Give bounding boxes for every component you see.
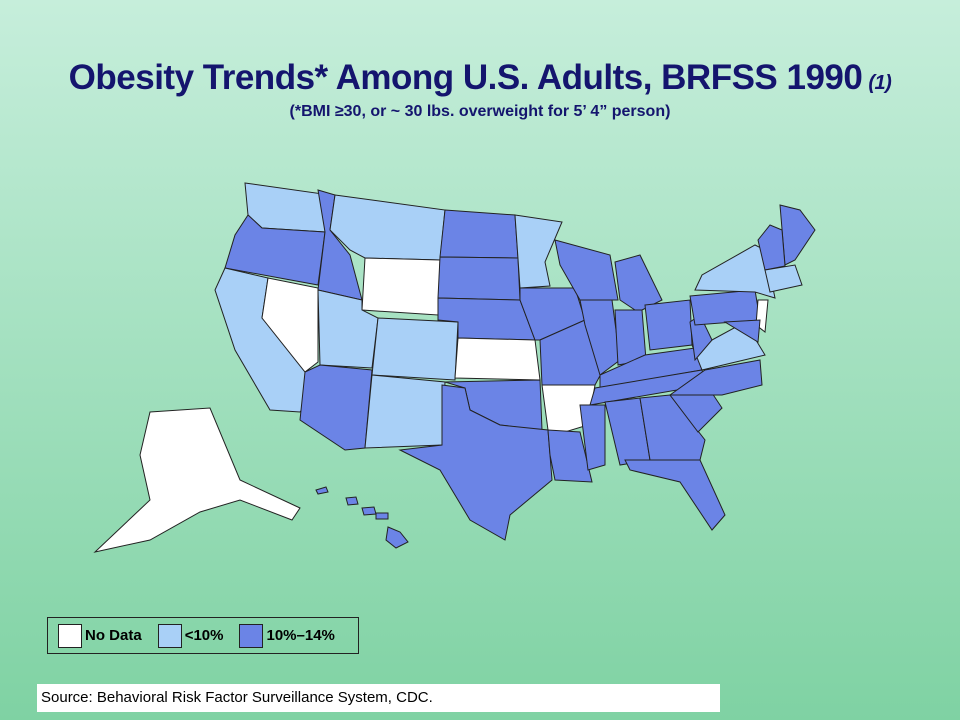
region bbox=[454, 337, 541, 381]
region bbox=[261, 277, 319, 373]
legend-label: No Data bbox=[85, 627, 142, 644]
region bbox=[329, 194, 446, 261]
region bbox=[723, 319, 761, 343]
region bbox=[315, 486, 329, 495]
region bbox=[93, 407, 301, 553]
legend-label: <10% bbox=[184, 627, 224, 644]
region bbox=[514, 214, 563, 289]
source-note: Source: Behavioral Risk Factor Surveilla… bbox=[37, 684, 720, 712]
region bbox=[539, 319, 603, 386]
region bbox=[579, 299, 621, 376]
region bbox=[364, 374, 446, 449]
region bbox=[689, 289, 761, 326]
region bbox=[224, 214, 326, 286]
title-note: (1) bbox=[868, 72, 892, 94]
region bbox=[624, 459, 726, 531]
region bbox=[547, 429, 593, 483]
legend-label: 10%–14% bbox=[266, 627, 335, 644]
legend-item: 10%–14% bbox=[239, 623, 335, 648]
title-text: Obesity Trends* Among U.S. Adults, BRFSS… bbox=[68, 58, 863, 97]
region bbox=[385, 526, 409, 549]
region bbox=[361, 506, 377, 516]
states bbox=[93, 182, 816, 553]
region bbox=[375, 512, 389, 520]
region bbox=[437, 256, 521, 301]
region bbox=[644, 299, 693, 351]
region bbox=[398, 384, 553, 541]
region bbox=[361, 257, 441, 316]
legend-item: No Data bbox=[58, 623, 142, 648]
legend-swatch bbox=[58, 623, 82, 648]
region bbox=[299, 364, 373, 451]
region bbox=[779, 204, 816, 266]
us-map bbox=[93, 182, 816, 553]
legend-swatch bbox=[157, 623, 182, 648]
region bbox=[639, 394, 706, 461]
legend-item: <10% bbox=[157, 623, 224, 648]
subtitle: (*BMI ≥30, or ~ 30 lbs. overweight for 5… bbox=[289, 103, 671, 120]
legend: No Data <10% 10%–14% bbox=[47, 617, 359, 654]
legend-swatch bbox=[239, 623, 264, 648]
region bbox=[371, 317, 459, 381]
title: Obesity Trends* Among U.S. Adults, BRFSS… bbox=[0, 58, 960, 98]
region bbox=[579, 404, 606, 471]
region bbox=[764, 264, 803, 293]
region bbox=[345, 496, 359, 506]
region bbox=[757, 224, 786, 271]
region bbox=[439, 209, 519, 259]
region bbox=[668, 359, 763, 396]
